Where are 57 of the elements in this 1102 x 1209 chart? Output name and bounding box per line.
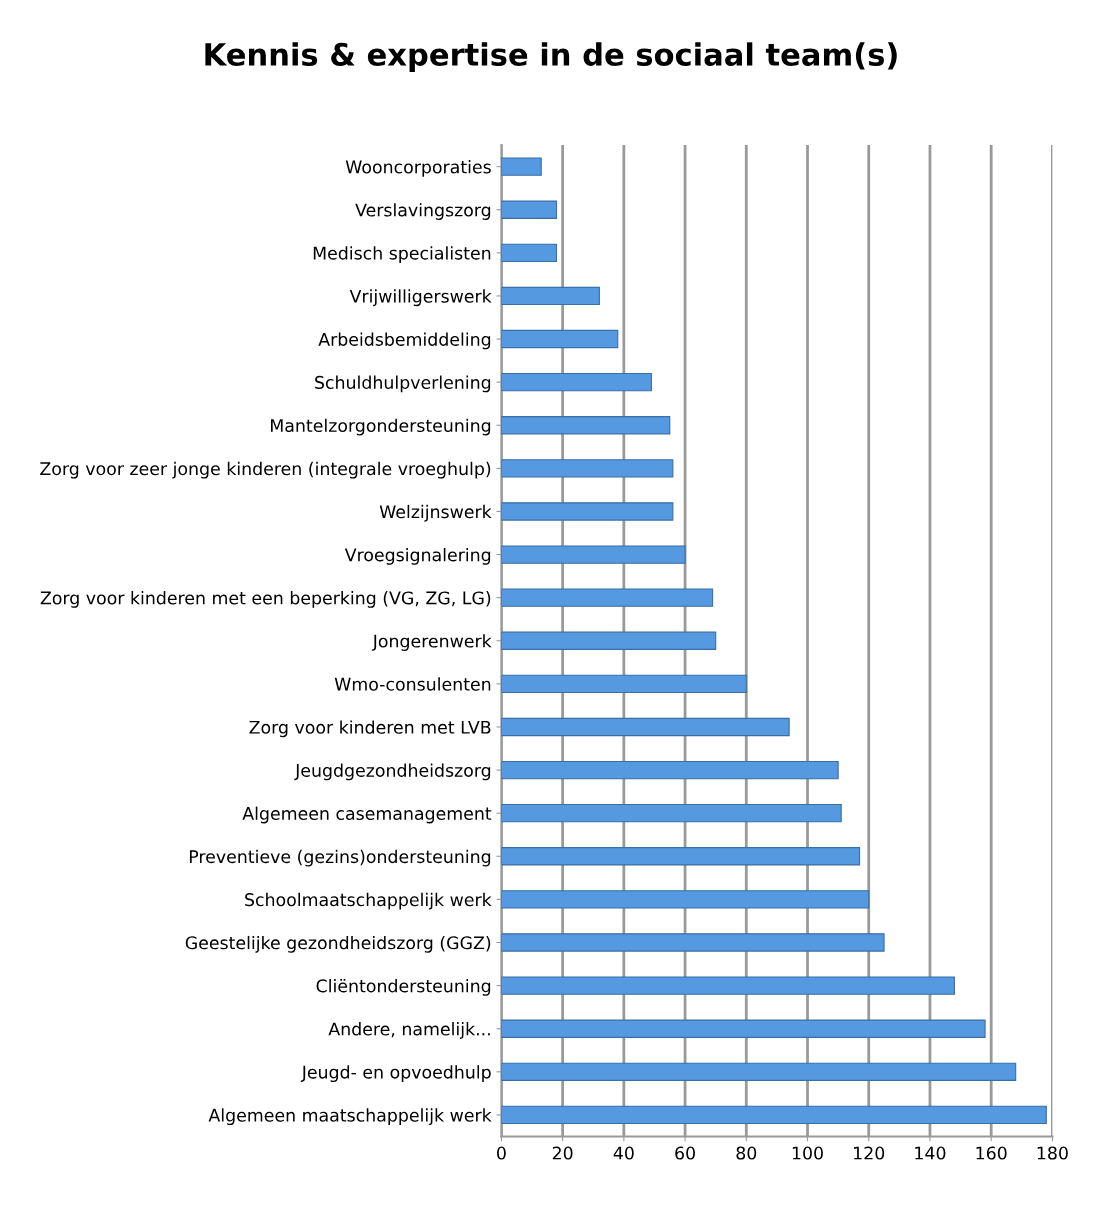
- bar: [501, 804, 842, 823]
- x-tick-label: 160: [976, 1146, 1007, 1160]
- bar: [501, 286, 600, 306]
- bar: [501, 372, 652, 392]
- x-tick-label: 40: [613, 1146, 634, 1160]
- bar: [501, 200, 558, 219]
- x-tick-label: 180: [1037, 1146, 1068, 1160]
- bar: [501, 588, 714, 607]
- bar: [501, 847, 861, 866]
- y-tick-label: Geestelijke gezondheidszorg (GGZ): [185, 935, 491, 953]
- y-tick-label: Preventieve (gezins)ondersteuning: [189, 849, 491, 867]
- y-tick-label: Wooncorporaties: [345, 160, 491, 177]
- x-tick-label: 60: [675, 1146, 695, 1160]
- bar: [501, 1062, 1017, 1081]
- bar: [501, 760, 839, 780]
- y-tick-label: Zorg voor kinderen met LVB: [249, 720, 491, 738]
- bar: [501, 545, 686, 564]
- x-tick-label: 140: [915, 1146, 946, 1160]
- bar: [501, 1019, 986, 1038]
- y-tick-label: Medisch specialisten: [313, 246, 491, 264]
- bar: [501, 1105, 1047, 1125]
- bar: [501, 502, 674, 521]
- y-tick-label: Algemeen casemanagement: [242, 806, 492, 824]
- bar: [501, 976, 956, 995]
- y-tick-label: Vroegsignalering: [344, 547, 491, 565]
- y-tick-label: Mantelzorgondersteuning: [271, 418, 491, 436]
- y-tick-label: Verslavingszorg: [355, 203, 491, 220]
- y-tick-label: Welzijnswerk: [379, 504, 492, 522]
- bar: [501, 243, 558, 263]
- bar: [501, 717, 790, 737]
- y-tick-label: Schuldhulpverlening: [315, 375, 491, 393]
- bar: [501, 416, 671, 435]
- bar: [501, 459, 674, 478]
- y-tick-label: Vrijwilligerswerk: [349, 289, 492, 307]
- y-tick-label: Zorg voor zeer jonge kinderen (integrale vroeghulp): [40, 461, 491, 479]
- y-tick-label: Cliëntondersteuning: [316, 979, 491, 996]
- y-tick-label: Jeugdgezondheidszorg: [294, 763, 491, 781]
- x-tick-label: 120: [854, 1146, 885, 1160]
- y-tick-label: Arbeidsbemiddeling: [318, 332, 491, 350]
- bar: [501, 890, 870, 909]
- y-tick-label: Andere, namelijk...: [328, 1022, 490, 1039]
- y-tick-label: Jongerenwerk: [371, 634, 492, 651]
- x-tick-label: 100: [792, 1146, 823, 1160]
- bar: [501, 329, 619, 349]
- y-tick-label: Zorg voor kinderen met een beperking (VG, ZG, LG): [40, 591, 491, 608]
- bar: [501, 157, 542, 176]
- chart-title: Kennis & expertise in de sociaal team(s): [205, 42, 897, 72]
- y-tick-label: Algemeen maatschappelijk werk: [208, 1108, 492, 1126]
- bar: [501, 933, 885, 952]
- y-tick-label: Schoolmaatschappelijk werk: [245, 892, 492, 910]
- x-tick-label: 0: [497, 1146, 506, 1160]
- y-tick-label: Wmo-consulenten: [334, 677, 491, 691]
- bar: [501, 674, 747, 694]
- bar: [501, 631, 717, 650]
- y-tick-label: Jeugd- en opvoedhulp: [300, 1065, 491, 1083]
- x-tick-label: 20: [552, 1146, 573, 1160]
- x-tick-label: 80: [736, 1146, 757, 1160]
